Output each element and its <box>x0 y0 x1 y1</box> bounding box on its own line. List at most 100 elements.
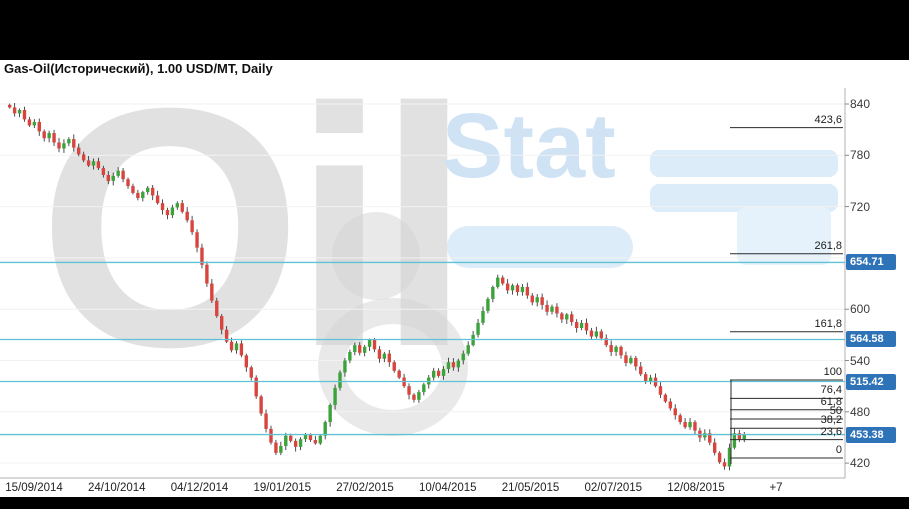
x-axis-label: 19/01/2015 <box>253 482 312 494</box>
candle-up <box>67 139 71 144</box>
candle-down <box>52 133 56 143</box>
candle-down <box>274 442 278 453</box>
candle-up <box>17 109 22 114</box>
candle-down <box>693 422 697 431</box>
candle-up <box>323 422 327 436</box>
candle-up <box>47 133 51 139</box>
candle-up <box>441 369 446 376</box>
fib-level-label: 0 <box>835 444 842 456</box>
candle-down <box>737 433 742 440</box>
candle-down <box>308 434 313 441</box>
candle-down <box>599 331 603 339</box>
y-axis-label: 480 <box>850 404 871 419</box>
chart-title: Gas-Oil(Исторический), 1.00 USD/MT, Dail… <box>4 61 273 76</box>
candle-down <box>289 435 293 441</box>
candle-down <box>131 186 135 193</box>
candle-down <box>72 139 76 148</box>
candle-down <box>293 440 298 447</box>
candle-down <box>540 297 544 305</box>
candle-down <box>372 339 377 350</box>
candle-down <box>200 247 204 265</box>
y-axis-label: 840 <box>850 97 871 111</box>
candle-up <box>594 331 599 337</box>
candle-up <box>727 447 732 467</box>
candle-down <box>678 415 682 423</box>
fib-level-label: 261,8 <box>814 239 842 252</box>
candle-down <box>12 107 17 114</box>
candle-down <box>634 357 638 367</box>
candle-down <box>525 286 530 296</box>
candle-down <box>683 422 687 428</box>
candle-down <box>619 346 623 356</box>
candle-down <box>560 313 564 320</box>
candle-down <box>205 264 209 284</box>
candle-up <box>456 360 461 368</box>
candle-up <box>732 433 737 448</box>
candle-down <box>313 440 318 444</box>
candle-up <box>170 207 175 216</box>
candle-up <box>520 286 525 293</box>
candle-down <box>254 377 258 397</box>
fib-level-label: 38,2 <box>820 414 842 427</box>
fib-level-label: 76,4 <box>820 384 842 397</box>
candle-up <box>111 175 115 181</box>
candle-up <box>703 433 707 438</box>
candle-down <box>219 316 224 330</box>
y-axis-label: 540 <box>850 353 871 368</box>
candle-up <box>742 434 746 440</box>
candle-down <box>658 386 663 395</box>
candle-down <box>358 345 362 353</box>
x-axis-label: 24/10/2014 <box>87 482 146 494</box>
candle-down <box>643 374 648 382</box>
candle-down <box>624 355 628 364</box>
candle-down <box>22 109 27 120</box>
candle-down <box>215 300 219 317</box>
candle-down <box>210 283 214 301</box>
candle-down <box>121 170 125 180</box>
candle-up <box>614 346 618 352</box>
x-axis-offset-label: +7 <box>769 482 783 494</box>
fib-level-label: 161,8 <box>814 317 842 330</box>
candle-down <box>224 329 229 342</box>
x-axis-label: 21/05/2015 <box>501 482 560 494</box>
candle-down <box>663 394 668 402</box>
candle-up <box>353 345 357 352</box>
candle-down <box>584 322 589 331</box>
candle-up <box>496 277 500 287</box>
y-axis-label: 720 <box>850 199 871 214</box>
candle-up <box>446 362 451 370</box>
candle-down <box>101 168 106 175</box>
candle-up <box>422 384 426 393</box>
candle-up <box>362 346 367 353</box>
candle-down <box>609 345 613 352</box>
top-letterbox-bar <box>0 0 909 60</box>
bottom-letterbox-bar <box>0 497 909 509</box>
candle-down <box>574 322 579 329</box>
candle-down <box>545 304 549 312</box>
candle-down <box>397 370 401 378</box>
candle-down <box>42 131 46 139</box>
candle-down <box>436 370 441 376</box>
candle-up <box>481 310 485 323</box>
candle-down <box>86 160 91 166</box>
candle-up <box>343 360 347 373</box>
candle-down <box>589 330 594 337</box>
candle-down <box>377 349 382 359</box>
candle-up <box>367 339 372 347</box>
candle-up <box>284 435 288 446</box>
candle-down <box>180 203 184 212</box>
price-line-tag: 654.71 <box>846 254 896 271</box>
price-line-tag: 564.58 <box>846 331 896 348</box>
candle-down <box>229 341 234 351</box>
candle-down <box>126 179 130 187</box>
fib-level-label: 100 <box>823 366 842 378</box>
candle-down <box>501 277 505 284</box>
candle-down <box>712 442 717 453</box>
candle-up <box>476 322 480 335</box>
candle-down <box>160 203 165 211</box>
candle-down <box>106 174 110 181</box>
candle-down <box>717 452 722 463</box>
candle-down <box>96 161 101 169</box>
fib-level-label: 23,6 <box>820 425 842 438</box>
